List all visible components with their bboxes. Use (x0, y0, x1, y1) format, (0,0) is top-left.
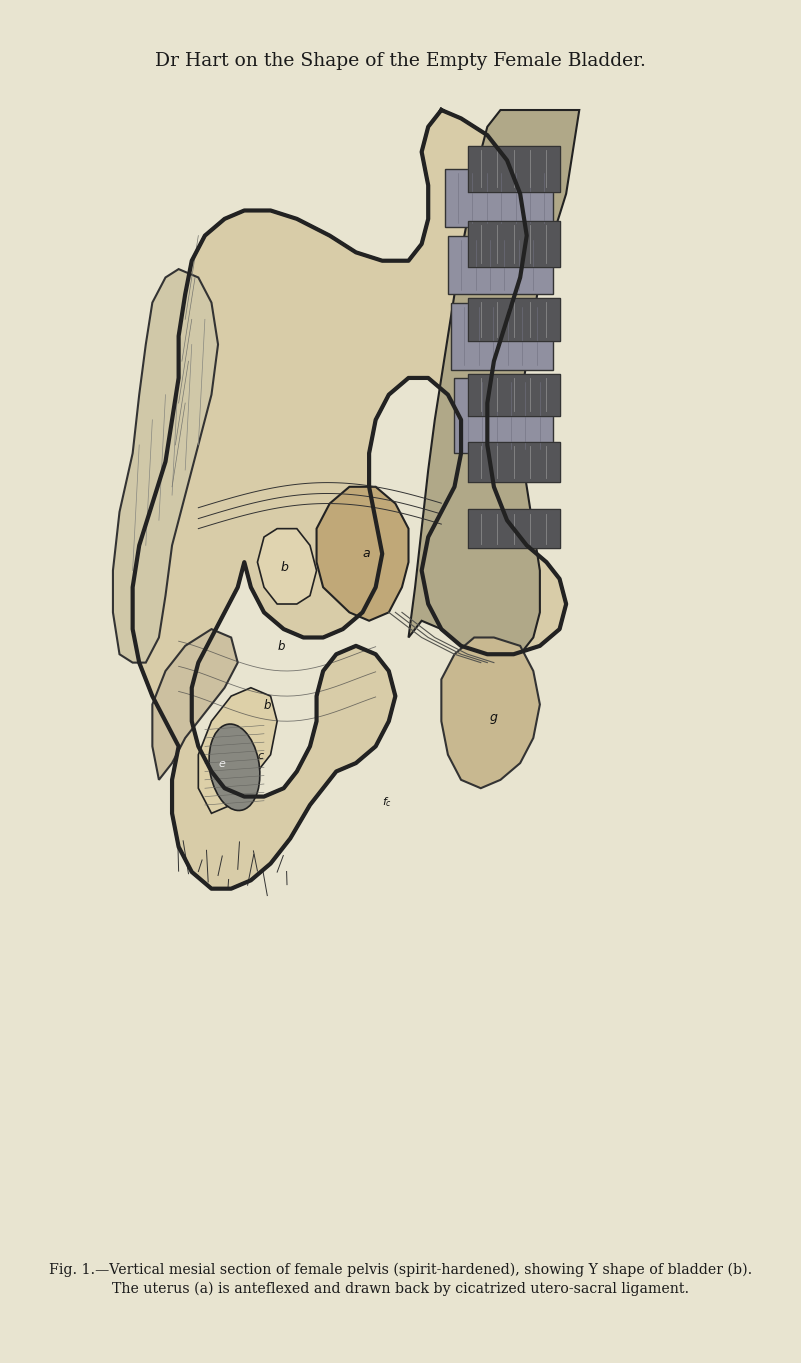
Polygon shape (451, 303, 553, 369)
Polygon shape (316, 487, 409, 620)
Text: b: b (280, 560, 288, 574)
Polygon shape (454, 378, 553, 454)
Polygon shape (468, 297, 560, 341)
Polygon shape (468, 146, 560, 192)
Polygon shape (468, 373, 560, 416)
Text: $f_c$: $f_c$ (382, 795, 392, 808)
Polygon shape (152, 630, 238, 780)
Text: The uterus (a) is anteflexed and drawn back by cicatrized utero-sacral ligament.: The uterus (a) is anteflexed and drawn b… (112, 1281, 689, 1296)
Polygon shape (409, 110, 579, 662)
Text: a: a (362, 548, 369, 560)
Polygon shape (468, 442, 560, 481)
Text: Fig. 1.—Vertical mesial section of female pelvis (spirit-hardened), showing Y sh: Fig. 1.—Vertical mesial section of femal… (49, 1262, 752, 1277)
Polygon shape (257, 529, 316, 604)
Text: g: g (490, 710, 498, 724)
Text: c: c (257, 751, 264, 761)
Polygon shape (445, 169, 553, 228)
Polygon shape (113, 269, 218, 662)
Polygon shape (468, 510, 560, 548)
Polygon shape (448, 236, 553, 294)
Ellipse shape (209, 724, 260, 811)
Polygon shape (133, 110, 566, 889)
Text: b: b (277, 641, 284, 653)
Text: b: b (264, 699, 272, 711)
Polygon shape (199, 688, 277, 814)
Polygon shape (468, 221, 560, 267)
Text: Dr Hart on the Shape of the Empty Female Bladder.: Dr Hart on the Shape of the Empty Female… (155, 52, 646, 70)
Text: e: e (218, 759, 225, 769)
Polygon shape (441, 638, 540, 788)
